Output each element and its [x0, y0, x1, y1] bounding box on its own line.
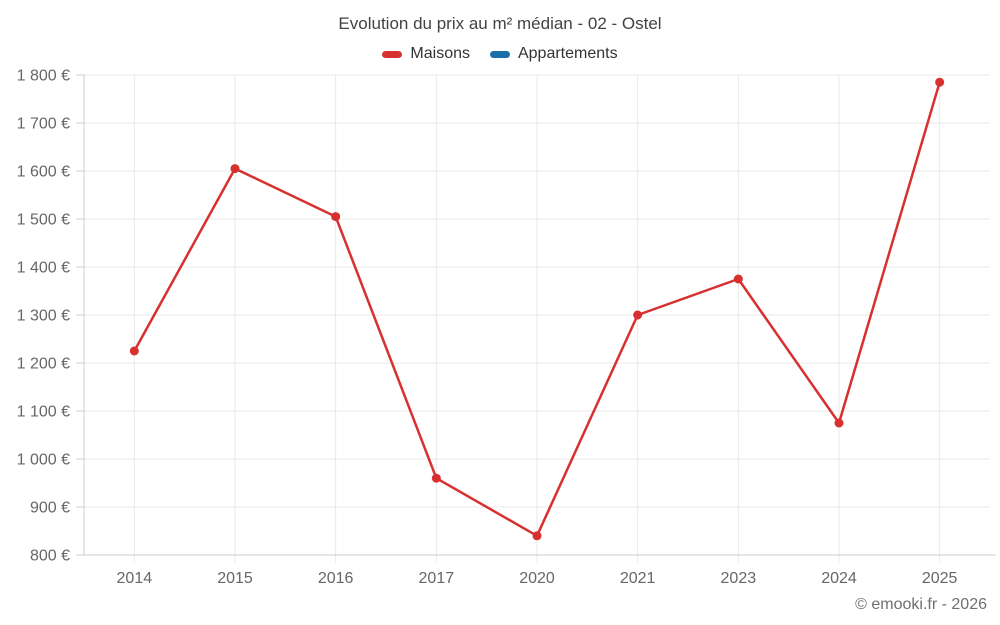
svg-text:800 €: 800 € — [30, 548, 70, 565]
svg-text:1 100 €: 1 100 € — [17, 404, 70, 421]
appartements-series-swatch-icon — [489, 50, 510, 58]
svg-text:2014: 2014 — [117, 570, 153, 587]
legend-label-maisons: Maisons — [410, 45, 470, 62]
legend: Maisons Appartements — [0, 45, 1000, 63]
legend-item-appartements[interactable]: Appartements — [489, 45, 618, 63]
svg-text:2016: 2016 — [318, 570, 354, 587]
svg-text:1 400 €: 1 400 € — [17, 260, 70, 277]
svg-text:2023: 2023 — [721, 570, 757, 587]
svg-text:2020: 2020 — [519, 570, 555, 587]
svg-text:2017: 2017 — [419, 570, 455, 587]
svg-text:1 600 €: 1 600 € — [17, 164, 70, 181]
svg-text:1 800 €: 1 800 € — [17, 68, 70, 85]
svg-text:2015: 2015 — [217, 570, 253, 587]
svg-text:1 200 €: 1 200 € — [17, 356, 70, 373]
svg-text:2024: 2024 — [821, 570, 857, 587]
svg-text:1 700 €: 1 700 € — [17, 116, 70, 133]
chart-title: Evolution du prix au m² médian - 02 - Os… — [338, 14, 662, 33]
svg-text:900 €: 900 € — [30, 500, 70, 517]
legend-label-appartements: Appartements — [517, 45, 618, 62]
svg-text:1 000 €: 1 000 € — [17, 452, 70, 469]
legend-item-maisons[interactable]: Maisons — [382, 45, 470, 63]
svg-text:1 500 €: 1 500 € — [17, 212, 70, 229]
svg-text:2021: 2021 — [620, 570, 656, 587]
maisons-series-swatch-icon — [382, 50, 403, 58]
svg-text:1 300 €: 1 300 € — [17, 308, 70, 325]
credit-text: © emooki.fr - 2026 — [855, 596, 987, 613]
svg-text:2025: 2025 — [922, 570, 958, 587]
